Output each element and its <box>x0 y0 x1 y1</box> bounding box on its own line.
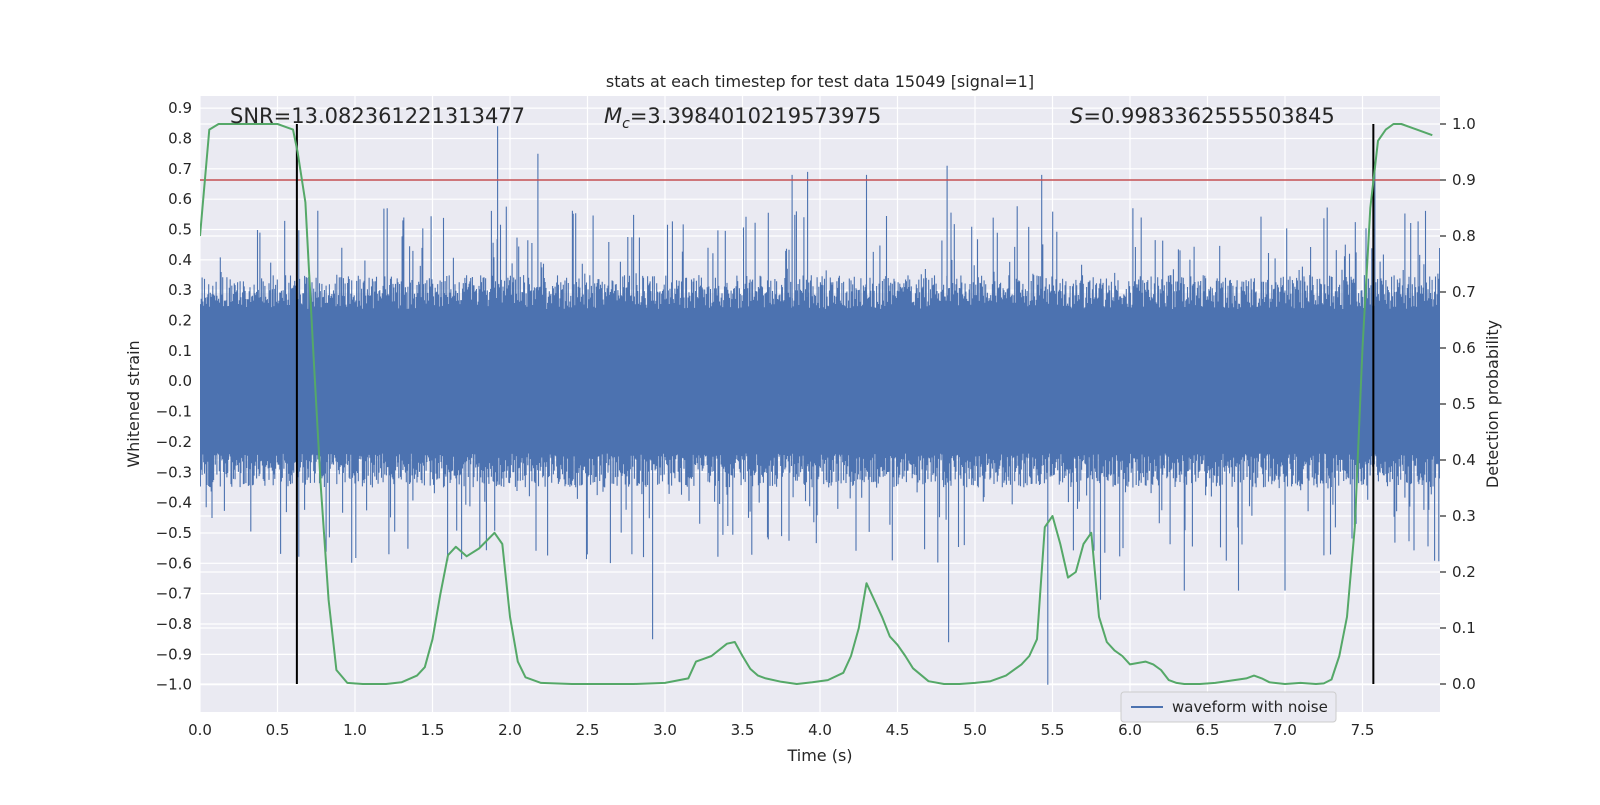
waveform-line <box>200 126 1440 685</box>
x-tick-label: 4.5 <box>886 721 910 739</box>
y-tick-label: 0.2 <box>168 312 192 330</box>
y-tick-label: 0.9 <box>168 99 192 117</box>
y-axis-label: Whitened strain <box>124 340 143 467</box>
x-tick-label: 6.5 <box>1196 721 1220 739</box>
y-tick-label: −0.5 <box>156 524 192 542</box>
y-tick-label: −1.0 <box>156 676 192 694</box>
y2-tick-label: 0.3 <box>1452 507 1476 525</box>
x-tick-label: 7.5 <box>1351 721 1375 739</box>
s-symbol: S <box>1070 104 1083 128</box>
y-tick-label: 0.4 <box>168 251 192 269</box>
x-tick-label: 5.5 <box>1041 721 1065 739</box>
probability-line <box>200 123 1433 685</box>
y-tick-label: −0.9 <box>156 645 192 663</box>
mc-symbol: M <box>604 104 622 128</box>
y-tick-label: 0.5 <box>168 221 192 239</box>
y-tick-label: 0.1 <box>168 342 192 360</box>
y2-tick-label: 0.0 <box>1452 675 1476 693</box>
legend-box <box>1120 691 1337 723</box>
x-tick-label: 0.5 <box>266 721 290 739</box>
y2-tick-label: 0.9 <box>1452 171 1476 189</box>
chart-title: stats at each timestep for test data 150… <box>606 72 1034 91</box>
x-tick-label: 1.0 <box>343 721 367 739</box>
y2-tick-label: 0.4 <box>1452 451 1476 469</box>
s-value: =0.9983362555503845 <box>1083 104 1334 128</box>
y2-axis-label: Detection probability <box>1483 320 1502 488</box>
snr-annotation: SNR=13.082361221313477 <box>230 104 525 128</box>
y-tick-label: −0.6 <box>156 554 192 572</box>
y2-tick-label: 0.7 <box>1452 283 1476 301</box>
y2-tick-label: 0.2 <box>1452 563 1476 581</box>
y2-tick-label: 1.0 <box>1452 115 1476 133</box>
y-tick-label: −0.2 <box>156 433 192 451</box>
x-tick-label: 3.5 <box>731 721 755 739</box>
x-tick-label: 6.0 <box>1118 721 1142 739</box>
y2-tick-label: 0.1 <box>1452 619 1476 637</box>
x-tick-label: 7.0 <box>1273 721 1297 739</box>
x-tick-label: 3.0 <box>653 721 677 739</box>
y-tick-label: −0.8 <box>156 615 192 633</box>
x-tick-label: 5.0 <box>963 721 987 739</box>
x-tick-label: 2.5 <box>576 721 600 739</box>
waveform-series <box>200 126 1440 685</box>
y-tick-label: −0.3 <box>156 463 192 481</box>
s-annotation: S=0.9983362555503845 <box>1070 104 1335 128</box>
y2-tick-label: 0.6 <box>1452 339 1476 357</box>
x-axis-label: Time (s) <box>786 746 852 765</box>
y2-tick-label: 0.8 <box>1452 227 1476 245</box>
y-tick-label: −0.1 <box>156 403 192 421</box>
y-tick-label: 0.8 <box>168 129 192 147</box>
y-axis-ticks: 0.9 0.8 0.7 0.6 0.5 0.4 0.3 0.2 0.1 0.0 −0.1 −0.2 −0… <box>156 99 192 694</box>
y-tick-label: 0.3 <box>168 281 192 299</box>
y-tick-label: 0.0 <box>168 372 192 390</box>
y-tick-label: 0.7 <box>168 160 192 178</box>
mc-subscript: c <box>622 116 630 132</box>
y2-axis-ticks: 1.0 0.9 0.8 0.7 0.6 0.5 0.4 0.3 0.2 0.1 0.0 <box>1440 115 1476 693</box>
x-axis-ticks: 0.0 0.5 1.0 1.5 2.0 2.5 3.0 3.5 4.0 4.5 5.0 5.5 6.0 6… <box>188 721 1374 739</box>
x-tick-label: 2.0 <box>498 721 522 739</box>
legend: waveform with noise <box>1120 691 1337 723</box>
y2-tick-label: 0.5 <box>1452 395 1476 413</box>
y-tick-label: −0.4 <box>156 494 192 512</box>
x-tick-label: 4.0 <box>808 721 832 739</box>
y-tick-label: −0.7 <box>156 585 192 603</box>
mc-annotation: Mc=3.3984010219573975 <box>604 104 881 132</box>
x-tick-label: 0.0 <box>188 721 212 739</box>
overlay-lines <box>200 123 1440 685</box>
x-tick-label: 1.5 <box>421 721 445 739</box>
legend-label: waveform with noise <box>1172 698 1328 716</box>
y-tick-label: 0.6 <box>168 190 192 208</box>
mc-value: =3.3984010219573975 <box>630 104 881 128</box>
